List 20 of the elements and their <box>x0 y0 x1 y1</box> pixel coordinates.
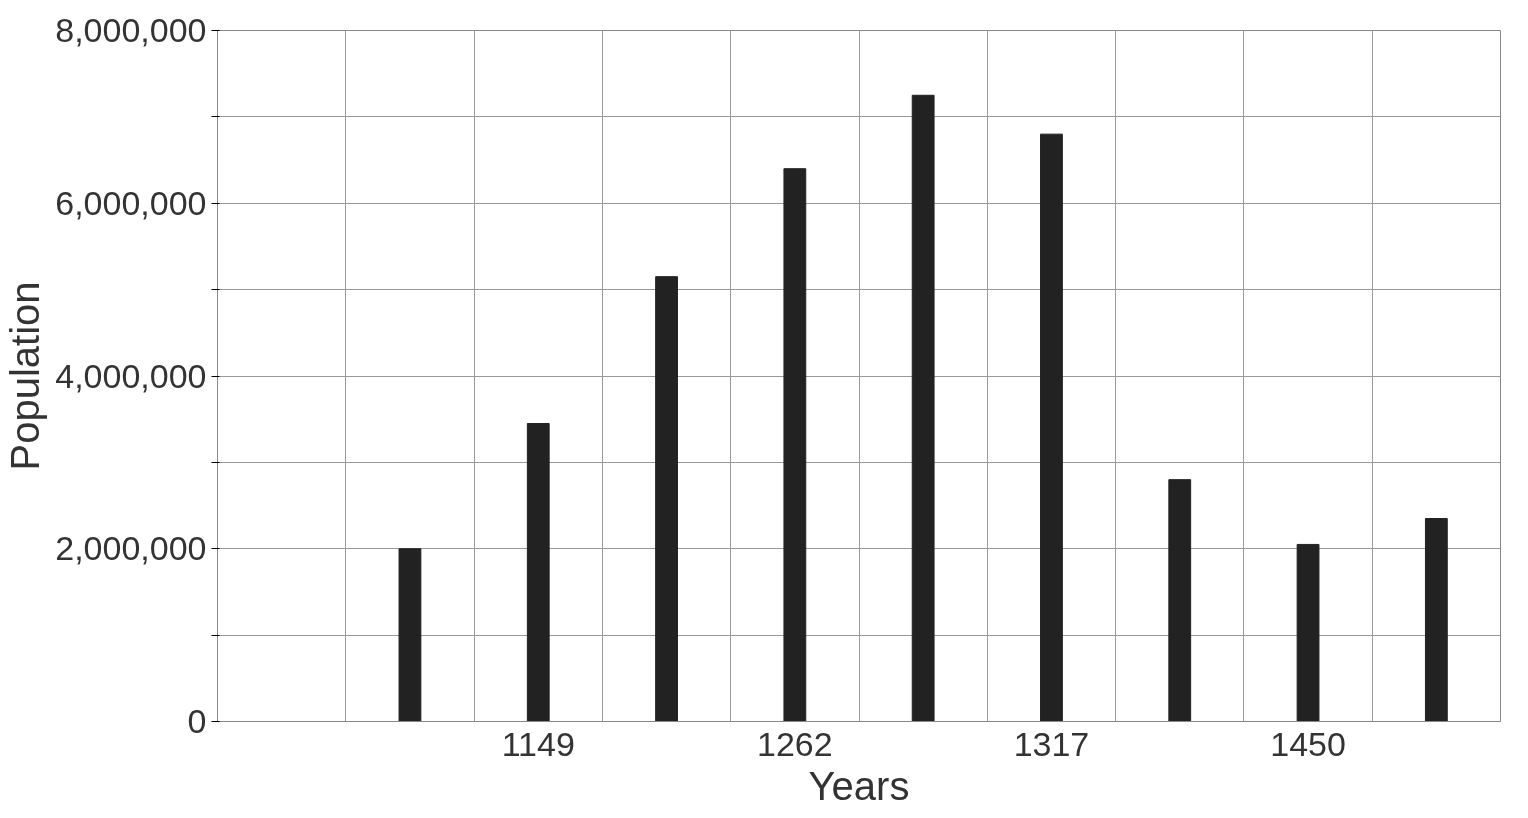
bar <box>1040 133 1063 722</box>
y-axis-title: Population <box>3 281 48 471</box>
x-tick-label: 1317 <box>1013 724 1090 763</box>
bar <box>783 168 807 722</box>
bar <box>911 94 935 722</box>
bar <box>1424 518 1448 722</box>
x-axis-title: Years <box>808 763 910 808</box>
y-tick-label: 0 <box>187 702 207 740</box>
x-tick-label: 1450 <box>1270 724 1346 763</box>
bar <box>1168 479 1192 722</box>
bar <box>655 276 678 722</box>
y-tick-label: 4,000,000 <box>55 356 207 395</box>
y-tick-label: 8,000,000 <box>55 11 207 49</box>
bar <box>526 423 550 722</box>
bar <box>1296 543 1320 722</box>
y-tick-label: 2,000,000 <box>55 529 207 568</box>
x-tick-label: 1149 <box>501 724 575 763</box>
x-tick-label: 1262 <box>757 724 833 763</box>
bar <box>398 548 422 722</box>
y-tick-label: 6,000,000 <box>55 183 207 222</box>
